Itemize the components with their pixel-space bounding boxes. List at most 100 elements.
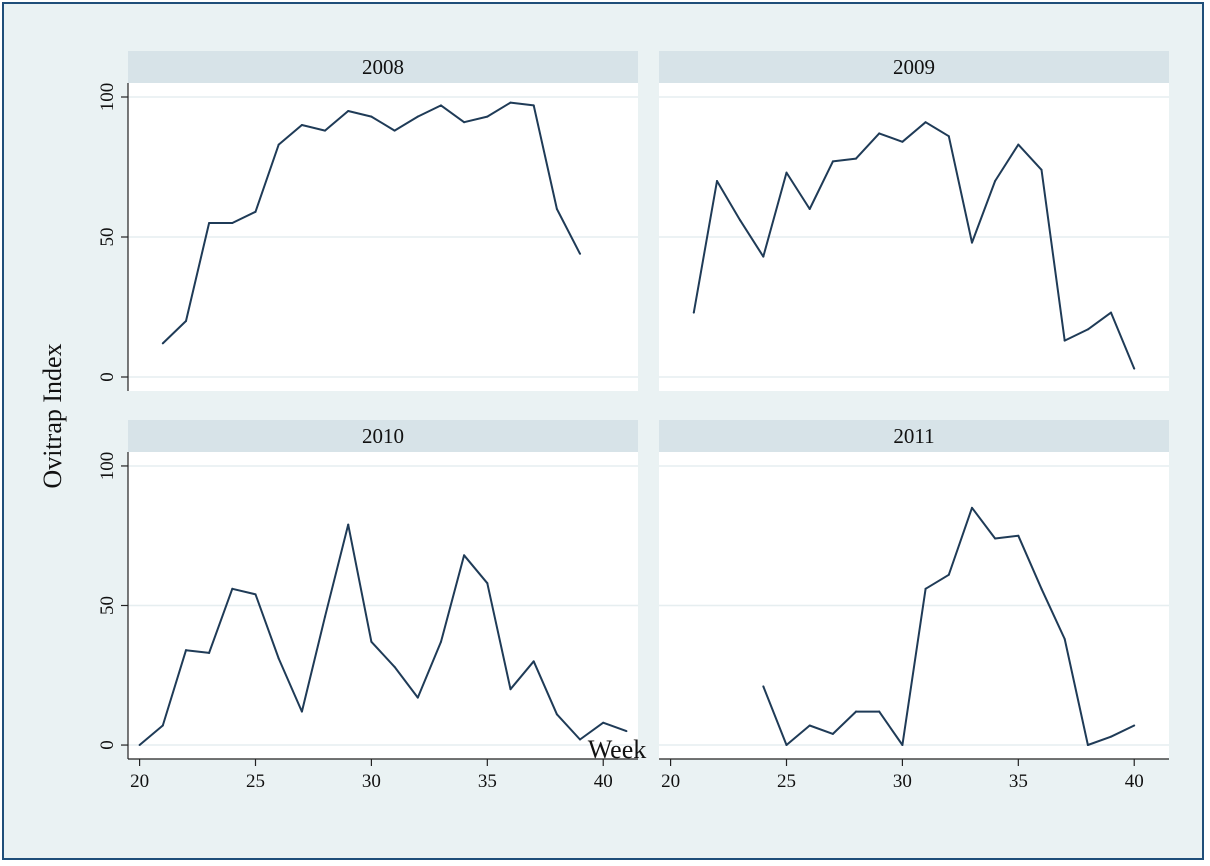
data-point: [855, 710, 858, 713]
faceted-line-chart: 2008 0 50 100 2009 2010 0 50 100 20 25 30 35 40 2011 20…: [38, 51, 1169, 792]
data-point: [486, 582, 489, 585]
data-point: [831, 732, 834, 735]
data-point: [509, 688, 512, 691]
data-point: [161, 724, 164, 727]
x-axis-label: Week: [588, 735, 647, 764]
data-point: [486, 115, 489, 118]
data-point: [901, 744, 904, 747]
y-tick-label: 50: [97, 228, 118, 247]
data-point: [808, 724, 811, 727]
data-point: [347, 110, 350, 112]
data-point: [439, 640, 442, 643]
panel-title: 2009: [893, 55, 935, 79]
data-point: [463, 554, 466, 557]
data-point: [393, 129, 396, 132]
x-tick-label: 25: [777, 771, 796, 792]
x-tick-label: 20: [661, 771, 680, 792]
data-point: [532, 660, 535, 663]
panel-title: 2008: [362, 55, 404, 79]
data-point: [994, 537, 997, 540]
series-line: [138, 523, 627, 746]
data-point: [161, 342, 164, 345]
data-point: [509, 101, 512, 104]
data-point: [393, 665, 396, 668]
series-line: [692, 121, 1136, 369]
x-tick-label: 20: [130, 771, 149, 792]
data-point: [208, 651, 211, 654]
data-point: [1040, 587, 1043, 590]
x-tick-label: 25: [246, 771, 265, 792]
data-point: [1040, 168, 1043, 171]
data-point: [1110, 735, 1113, 738]
data-point: [947, 573, 950, 576]
data-point: [692, 311, 695, 314]
data-point: [1017, 143, 1020, 146]
data-point: [970, 506, 973, 509]
data-point: [715, 180, 718, 182]
data-point: [184, 649, 187, 652]
y-axis-label: Ovitrap Index: [38, 343, 67, 488]
data-point: [924, 587, 927, 590]
data-point: [532, 104, 535, 107]
data-point: [138, 744, 141, 747]
x-tick-label: 35: [1009, 771, 1028, 792]
data-point: [924, 121, 927, 124]
data-point: [254, 593, 257, 596]
panel-title: 2010: [362, 424, 404, 448]
data-point: [625, 730, 628, 733]
y-tick-label: 0: [97, 740, 118, 750]
data-point: [277, 657, 280, 660]
data-point: [579, 738, 582, 741]
panel-2010: 2010 0 50 100 20 25 30 35 40: [97, 420, 638, 792]
y-tick-label: 100: [97, 83, 118, 112]
data-point: [416, 696, 419, 699]
data-point: [1133, 724, 1136, 727]
panel-strip: [128, 51, 638, 83]
y-tick-label: 100: [97, 452, 118, 481]
x-tick-label: 40: [594, 771, 613, 792]
x-tick-label: 35: [478, 771, 497, 792]
data-point: [416, 115, 419, 118]
data-point: [300, 124, 303, 126]
panels-group: 2008 0 50 100 2009 2010 0 50 100 20 25 30 35 40 2011 20…: [97, 51, 1169, 792]
data-point: [555, 713, 558, 716]
data-point: [878, 132, 881, 135]
data-point: [231, 587, 234, 590]
data-point: [439, 104, 442, 107]
panel-strip: [659, 51, 1169, 83]
data-point: [901, 140, 904, 143]
data-point: [463, 121, 466, 124]
data-point: [324, 615, 327, 618]
y-tick-label: 50: [97, 596, 118, 615]
data-point: [370, 640, 373, 643]
data-point: [1086, 328, 1089, 331]
data-point: [970, 241, 973, 244]
data-point: [231, 222, 234, 224]
data-point: [855, 157, 858, 160]
data-point: [1063, 637, 1066, 640]
data-point: [994, 180, 997, 182]
data-point: [878, 710, 881, 713]
data-point: [184, 320, 187, 322]
data-point: [208, 222, 211, 224]
data-point: [1133, 367, 1136, 370]
data-point: [579, 252, 582, 255]
data-point: [831, 160, 834, 163]
data-point: [947, 135, 950, 138]
data-point: [254, 210, 257, 213]
data-point: [277, 143, 280, 146]
panel-title: 2011: [893, 424, 934, 448]
data-point: [555, 208, 558, 210]
x-tick-label: 40: [1125, 771, 1144, 792]
panel-2008: 2008 0 50 100: [97, 51, 638, 391]
data-point: [602, 721, 605, 724]
data-point: [324, 129, 327, 132]
data-point: [300, 710, 303, 713]
panel-2011: 2011 20 25 30 35 40: [659, 420, 1169, 792]
x-tick-label: 30: [362, 771, 381, 792]
data-point: [370, 115, 373, 118]
data-point: [347, 523, 350, 526]
data-point: [739, 219, 742, 222]
data-point: [762, 255, 765, 258]
